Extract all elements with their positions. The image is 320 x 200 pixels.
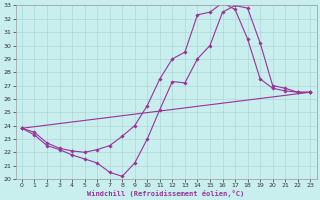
X-axis label: Windchill (Refroidissement éolien,°C): Windchill (Refroidissement éolien,°C) <box>87 190 245 197</box>
